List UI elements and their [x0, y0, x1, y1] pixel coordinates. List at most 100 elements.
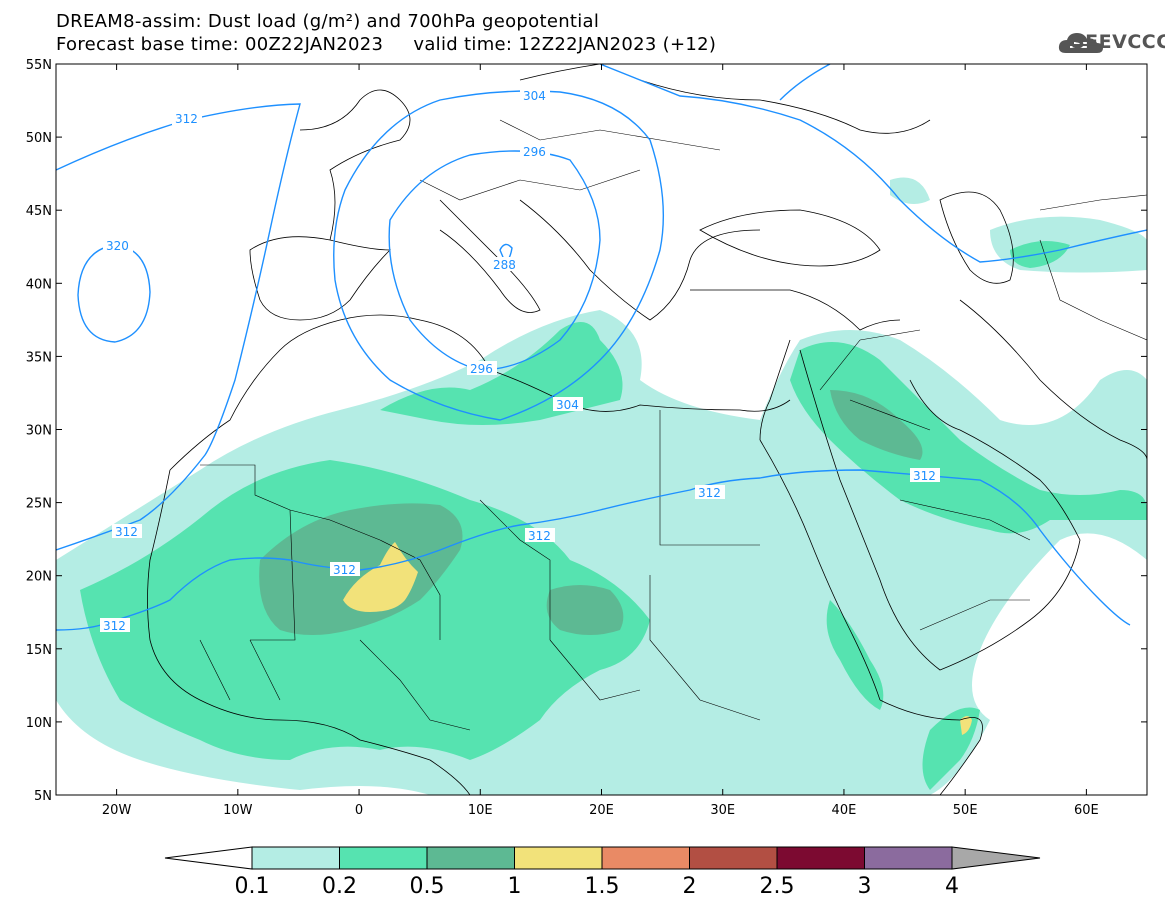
colorbar-level-label: 0.5	[410, 874, 445, 899]
contour-label: 312	[913, 469, 936, 483]
coastline-caspian	[939, 191, 1014, 284]
border-iran-afg	[1039, 239, 1147, 341]
contour-label: 312	[528, 529, 551, 543]
colorbar-level-label: 2	[683, 874, 697, 899]
contour-label: 312	[115, 525, 138, 539]
forecast-time-line: Forecast base time: 00Z22JAN2023 valid t…	[56, 34, 717, 55]
contour-312-west-south	[56, 469, 1131, 631]
contour-label: 320	[106, 239, 129, 253]
dust-area-yellow-somalia	[960, 716, 972, 735]
border-nigeria	[359, 639, 471, 731]
border-sudan	[649, 575, 761, 721]
lat-tick-label: 20N	[26, 570, 52, 585]
border-westafrica	[199, 639, 281, 701]
colorbar-under-triangle	[164, 846, 253, 870]
contour-304	[333, 90, 665, 421]
contour-labels: 312 304 296 288 320 296 304 312 312 312 …	[100, 88, 940, 633]
colorbar-box	[339, 846, 428, 870]
border-sahara-3	[379, 539, 441, 640]
contour-label: 312	[175, 112, 198, 126]
coastline-france-uk	[299, 89, 411, 241]
dust-area-medium-redsea	[826, 600, 884, 710]
coastline-iran	[959, 299, 1147, 461]
colorbar: 0.1 0.2 0.5 1 1.5 2 2.5 3 4	[164, 846, 1041, 899]
lon-tick-label: 0	[355, 803, 363, 818]
coastline-italy	[439, 199, 541, 313]
colorbar-level-label: 1	[508, 874, 522, 899]
coastline-balkans	[519, 199, 761, 321]
lat-tick-label: 15N	[26, 643, 52, 658]
lat-tick-label: 50N	[26, 131, 52, 146]
colorbar-box	[426, 846, 515, 870]
lon-tick-label: 60E	[1074, 803, 1099, 818]
latitude-axis: 5N 10N 15N 20N 25N 30N 35N 40N 45N 50N 55N	[26, 58, 1147, 804]
lon-tick-label: 20E	[589, 803, 614, 818]
contour-label: 288	[493, 258, 516, 272]
lon-tick-label: 40E	[832, 803, 857, 818]
coastline-iberia	[249, 236, 391, 321]
border-europe-1	[419, 169, 641, 201]
contour-label: 304	[556, 398, 579, 412]
lon-tick-label: 50E	[953, 803, 978, 818]
map-title: DREAM8-assim: Dust load (g/m²) and 700hP…	[56, 11, 600, 32]
colorbar-box	[514, 846, 603, 870]
border-chad	[549, 639, 641, 701]
coastline-levant	[759, 339, 791, 441]
dust-area-dark-east	[546, 585, 624, 635]
border-yemen	[919, 599, 1030, 631]
contour-312-east	[599, 64, 1147, 263]
contour-label: 312	[698, 486, 721, 500]
contour-label: 296	[470, 362, 493, 376]
colorbar-box	[601, 846, 690, 870]
lat-tick-label: 35N	[26, 350, 52, 365]
coastline-blacksea	[699, 209, 881, 267]
colorbar-level-label: 3	[858, 874, 872, 899]
logo-text: SEEVCCC	[1071, 31, 1165, 53]
colorbar-box	[776, 846, 865, 870]
coastline-africa-west	[147, 469, 471, 795]
dust-area-dark	[259, 503, 463, 635]
lat-tick-label: 30N	[26, 424, 52, 439]
country-borders	[199, 119, 1147, 731]
colorbar-over-triangle	[951, 846, 1041, 870]
border-saudi	[849, 399, 1031, 541]
dust-area-yellow	[343, 542, 418, 612]
coastline-horn	[879, 699, 983, 795]
colorbar-box	[689, 846, 778, 870]
border-sahara-4	[479, 499, 551, 640]
lon-tick-label: 10W	[223, 803, 253, 818]
coastline-africa-north	[169, 314, 791, 471]
colorbar-level-label: 4	[945, 874, 959, 899]
lon-tick-label: 20W	[102, 803, 132, 818]
colorbar-level-label: 2.5	[760, 874, 795, 899]
cloud-logo-icon	[1058, 33, 1103, 53]
contour-320	[77, 244, 151, 343]
lon-tick-label: 30E	[710, 803, 735, 818]
coastline-northeurope	[519, 64, 931, 134]
border-kazakh	[1039, 194, 1147, 211]
contour-label: 312	[333, 563, 356, 577]
lon-tick-label: 10E	[468, 803, 493, 818]
lat-tick-label: 10N	[26, 716, 52, 731]
colorbar-level-label: 0.1	[235, 874, 270, 899]
dust-area-medium-arabia	[790, 342, 1147, 534]
dust-area-dark-gulf	[830, 390, 923, 460]
lat-tick-label: 40N	[26, 277, 52, 292]
coastlines	[147, 64, 1147, 795]
lat-tick-label: 55N	[26, 58, 52, 73]
colorbar-box	[251, 846, 340, 870]
border-sahara-1	[200, 464, 381, 541]
border-egypt-libya	[659, 410, 760, 546]
border-iraq	[819, 329, 921, 391]
border-sahara-2	[250, 509, 296, 641]
lat-tick-label: 25N	[26, 497, 52, 512]
contour-296	[388, 150, 601, 371]
contour-label: 304	[523, 89, 546, 103]
longitude-axis: 20W 10W 0 10E 20E 30E 40E 50E 60E	[102, 64, 1099, 818]
contour-label: 296	[523, 145, 546, 159]
border-europe-2	[499, 119, 721, 151]
contour-label: 312	[103, 619, 126, 633]
dust-area-light-north	[890, 177, 930, 204]
coastline-arabia	[799, 349, 1081, 671]
lat-tick-label: 5N	[34, 789, 52, 804]
